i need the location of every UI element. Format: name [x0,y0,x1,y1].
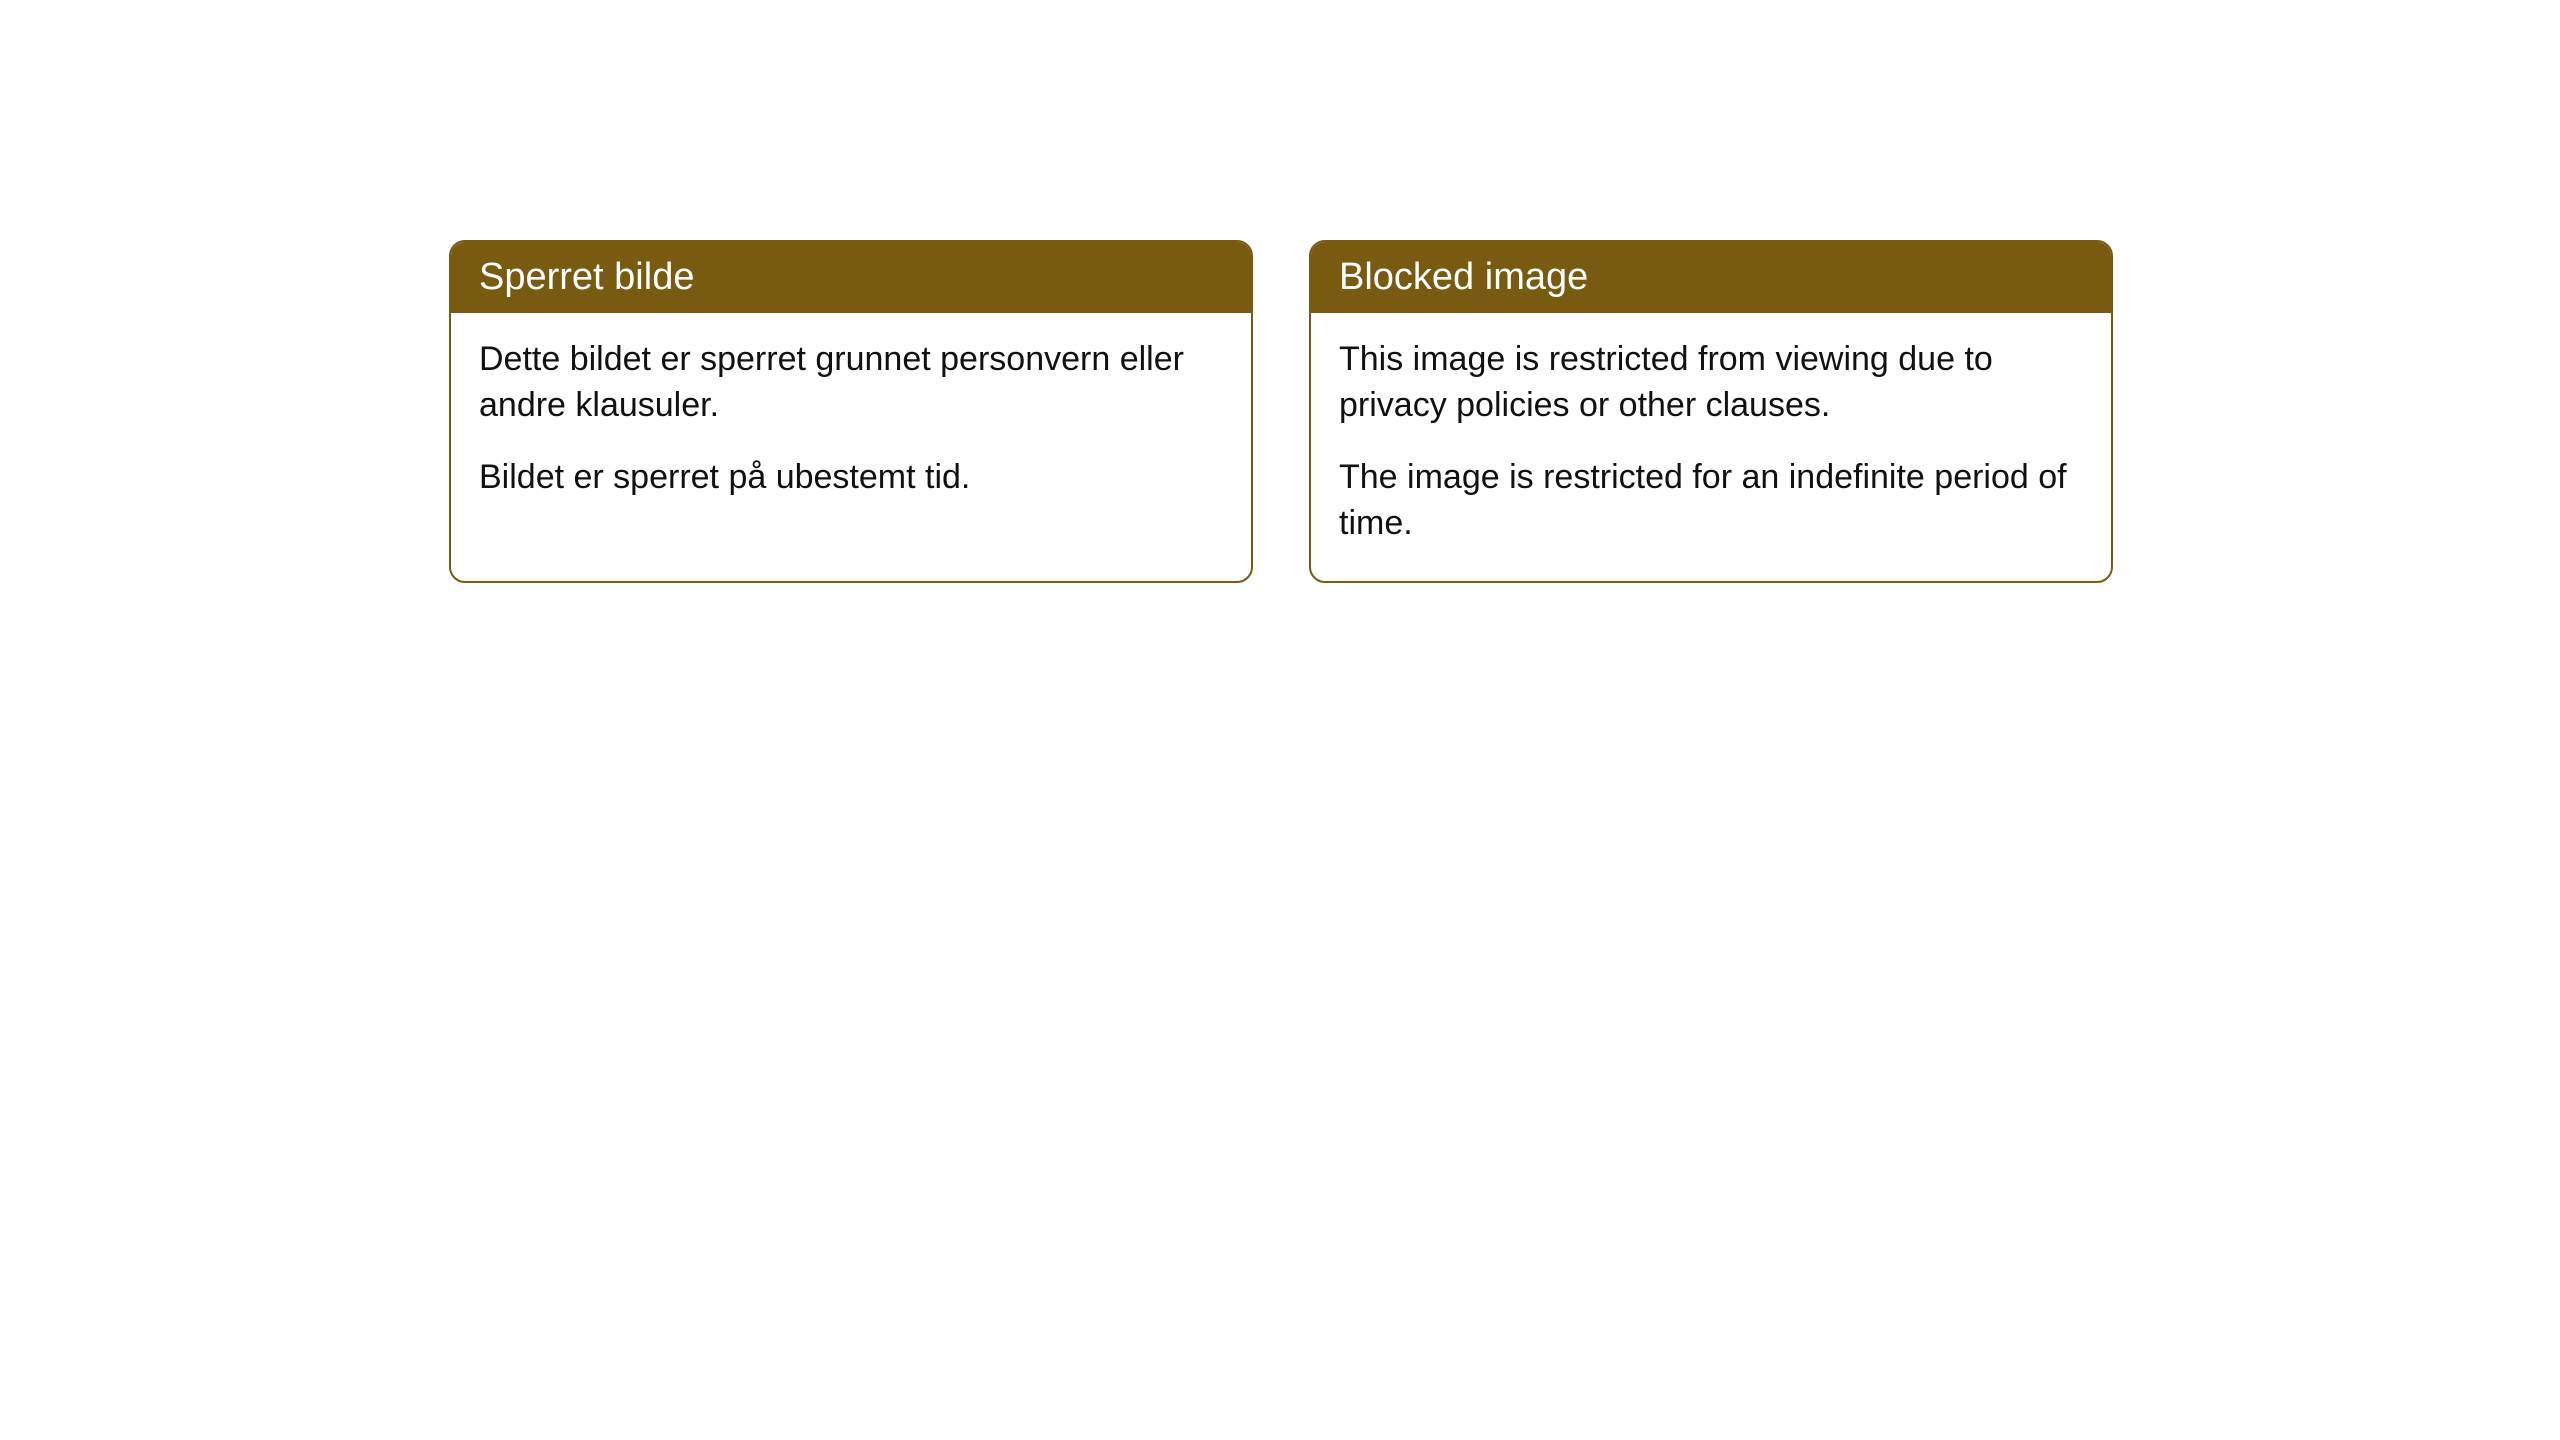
card-text-1: This image is restricted from viewing du… [1339,337,2083,429]
card-english: Blocked image This image is restricted f… [1309,240,2113,583]
card-text-2: Bildet er sperret på ubestemt tid. [479,455,1223,501]
card-text-1: Dette bildet er sperret grunnet personve… [479,337,1223,429]
card-header-english: Blocked image [1311,242,2111,313]
cards-container: Sperret bilde Dette bildet er sperret gr… [449,240,2113,583]
card-header-norwegian: Sperret bilde [451,242,1251,313]
card-norwegian: Sperret bilde Dette bildet er sperret gr… [449,240,1253,583]
card-body-english: This image is restricted from viewing du… [1311,313,2111,581]
card-text-2: The image is restricted for an indefinit… [1339,455,2083,547]
card-body-norwegian: Dette bildet er sperret grunnet personve… [451,313,1251,535]
